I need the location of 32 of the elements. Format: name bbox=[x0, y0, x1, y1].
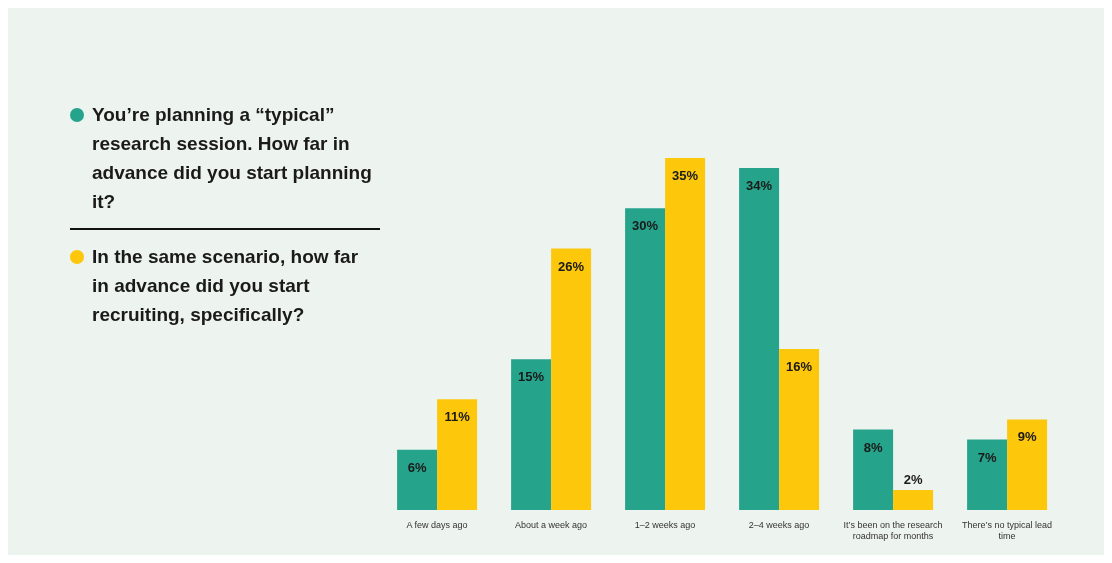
data-label: 7% bbox=[977, 449, 997, 465]
x-tick-label: About a week ago bbox=[514, 520, 588, 530]
x-tick-label: There’s no typical lead time bbox=[962, 520, 1052, 541]
data-label: 6% bbox=[407, 459, 427, 475]
data-label: 30% bbox=[632, 218, 659, 234]
data-label: 9% bbox=[1017, 429, 1037, 445]
bar bbox=[511, 359, 552, 510]
data-label: 11% bbox=[444, 409, 471, 425]
x-tick-label: It’s been on the research roadmap for months bbox=[843, 520, 943, 541]
bar bbox=[437, 399, 478, 510]
bar bbox=[1007, 419, 1048, 510]
data-label: 26% bbox=[558, 258, 585, 274]
legend-label: You’re planning a “typical” research session. How far in advance did you start planning it? bbox=[92, 103, 373, 214]
bar bbox=[625, 208, 666, 510]
legend-label: In the same scenario, how far in advance did you start recruiting, specifically? bbox=[92, 245, 360, 327]
data-label: 35% bbox=[672, 168, 699, 183]
data-label: 2% bbox=[903, 471, 923, 487]
data-label: 16% bbox=[786, 359, 813, 375]
data-label: 34% bbox=[746, 178, 773, 194]
bar bbox=[739, 168, 780, 510]
x-tick-label: 1–2 weeks ago bbox=[634, 520, 696, 530]
x-tick-label: A few days ago bbox=[406, 520, 468, 530]
bar bbox=[779, 349, 820, 510]
data-label: 15% bbox=[518, 369, 545, 385]
bar bbox=[853, 429, 894, 510]
bar bbox=[665, 158, 706, 510]
bar bbox=[893, 489, 934, 510]
x-tick-label: 2–4 weeks ago bbox=[748, 520, 810, 530]
data-label: 8% bbox=[863, 439, 883, 455]
bar bbox=[967, 439, 1008, 510]
bar bbox=[397, 449, 438, 510]
bar bbox=[551, 248, 592, 510]
